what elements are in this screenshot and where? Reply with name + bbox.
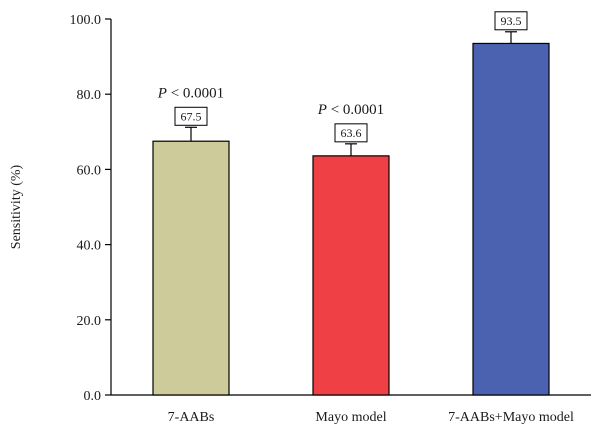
bar-7-aabs (152, 140, 230, 396)
bar-7-aabs-mayo-model (472, 42, 550, 396)
bar-mayo-model (312, 155, 390, 396)
y-tick-label: 0.0 (84, 389, 102, 404)
data-label-box (494, 11, 528, 31)
data-label: 63.6 (341, 126, 362, 140)
data-label-box (334, 123, 368, 143)
p-value-text: < 0.0001 (167, 85, 224, 101)
p-value-text: < 0.0001 (327, 102, 384, 118)
x-category-label: 7-AABs+Mayo model (448, 410, 574, 425)
y-tick-label: 60.0 (77, 163, 102, 178)
y-tick-label: 100.0 (70, 13, 102, 28)
data-labels: 67.5 63.6 93.5 (174, 11, 528, 143)
y-axis-label: Sensitivity (%) (9, 164, 24, 249)
x-category-label: 7-AABs (168, 410, 215, 425)
bars (152, 42, 550, 396)
y-tick-label: 80.0 (77, 88, 102, 103)
data-label: 67.5 (181, 109, 202, 123)
p-symbol: P (157, 85, 167, 101)
significance-label: P < 0.0001 (157, 85, 224, 101)
x-categories: 7-AABs Mayo model 7-AABs+Mayo model (168, 410, 574, 425)
x-category-label: Mayo model (315, 410, 386, 425)
data-label-box (174, 106, 208, 126)
significance-label: P < 0.0001 (317, 102, 384, 118)
data-label: 93.5 (501, 14, 522, 28)
y-tick-label: 40.0 (77, 239, 102, 254)
p-symbol: P (317, 102, 327, 118)
y-tick-label: 20.0 (77, 314, 102, 329)
y-ticks: 0.0 20.0 40.0 60.0 80.0 100.0 (70, 13, 111, 404)
error-bars (185, 31, 517, 156)
